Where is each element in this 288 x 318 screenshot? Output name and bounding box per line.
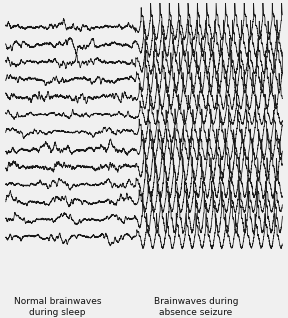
Text: Normal brainwaves
during sleep: Normal brainwaves during sleep: [14, 297, 101, 317]
Text: Brainwaves during
absence seizure: Brainwaves during absence seizure: [154, 297, 238, 317]
